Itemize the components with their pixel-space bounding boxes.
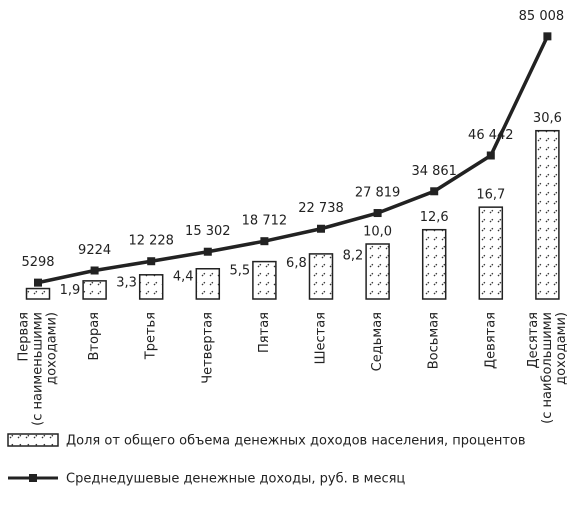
bar (308, 253, 334, 300)
x-tick-label: Третья (144, 312, 159, 360)
legend-label: Доля от общего объема денежных доходов н… (66, 434, 526, 449)
bar-value-label: 10,0 (363, 225, 392, 240)
legend-line-marker (29, 474, 37, 482)
x-tick-label: Десятая (526, 312, 541, 368)
line-value-label: 9224 (78, 243, 111, 258)
bar (365, 243, 390, 300)
legend-label: Среднедушевые денежные доходы, руб. в ме… (66, 472, 405, 487)
legend-bar-swatch (7, 433, 59, 447)
line-marker (90, 266, 99, 275)
bar-value-label: 4,4 (173, 269, 194, 284)
bar (138, 274, 164, 300)
line-marker (317, 224, 325, 233)
line-value-label: 46 442 (468, 128, 514, 143)
x-tick-label: Восьмая (427, 312, 442, 369)
bar (535, 129, 560, 300)
x-tick-label: Пятая (257, 312, 272, 353)
x-tick-label: Вторая (87, 312, 102, 360)
line-marker (543, 32, 552, 41)
line-value-label: 18 712 (242, 214, 288, 229)
bar-value-label: 8,2 (343, 248, 364, 263)
bar-value-label: 16,7 (476, 188, 505, 203)
bar-value-label: 30,6 (533, 111, 562, 126)
bar (252, 260, 277, 300)
x-tick-label: доходами) (45, 312, 60, 385)
bar (25, 287, 51, 300)
line-marker (373, 209, 382, 218)
bar-value-label: 12,6 (420, 210, 449, 225)
bar (421, 228, 447, 300)
line-marker (260, 237, 269, 246)
bar (195, 268, 221, 300)
line-marker (203, 247, 212, 256)
x-tick-label: Шестая (314, 312, 329, 364)
line (37, 35, 549, 285)
line-marker (486, 151, 495, 160)
x-tick-label: Четвертая (200, 312, 215, 384)
legend: Доля от общего объема денежных доходов н… (7, 433, 526, 487)
line-value-label: 15 302 (185, 224, 231, 239)
bar (82, 280, 107, 300)
x-tick-label: (с наибольшими (540, 312, 555, 424)
bar-value-label: 5,5 (229, 263, 250, 278)
bar-value-label: 1,9 (60, 283, 81, 298)
x-tick-label: (с наименьшими (31, 312, 46, 426)
bar (478, 206, 504, 300)
line-value-label: 22 738 (298, 201, 344, 216)
x-tick-label: Первая (17, 312, 32, 361)
bar-value-label: 3,3 (116, 275, 137, 290)
line-value-label: 85 008 (519, 9, 565, 24)
x-tick-label: Седьмая (370, 312, 385, 371)
line-value-label: 12 228 (128, 234, 174, 249)
line-marker (147, 257, 156, 266)
line-marker (34, 278, 42, 287)
bar-value-label: 6,8 (286, 256, 307, 271)
x-tick-label: доходами) (554, 312, 569, 385)
line-value-label: 27 819 (355, 186, 401, 201)
line-marker (430, 187, 439, 196)
line-value-label: 34 861 (411, 164, 457, 179)
line-value-label: 5298 (21, 255, 54, 270)
x-tick-label: Девятая (483, 312, 498, 369)
